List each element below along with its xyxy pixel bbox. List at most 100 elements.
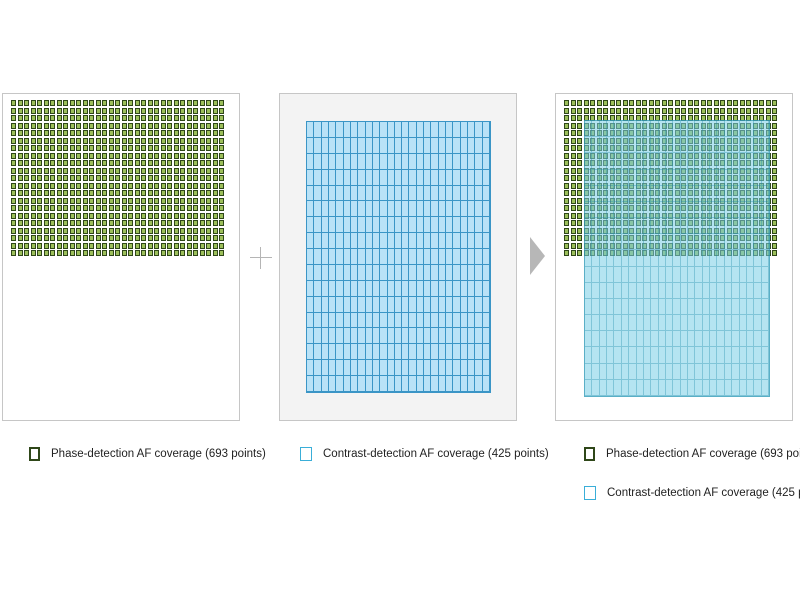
phase-af-point <box>30 152 36 159</box>
contrast-af-area <box>372 185 381 202</box>
contrast-af-area <box>394 264 403 281</box>
phase-af-point <box>577 250 582 256</box>
contrast-af-area <box>482 217 490 234</box>
contrast-af-area <box>314 217 322 234</box>
contrast-af-area <box>431 153 439 170</box>
contrast-af-area <box>658 218 666 235</box>
contrast-af-area <box>446 233 454 250</box>
contrast-af-area <box>468 296 476 313</box>
phase-af-point <box>102 160 107 166</box>
contrast-af-area <box>409 233 417 250</box>
phase-af-point <box>596 100 602 106</box>
phase-af-point <box>577 220 582 226</box>
phase-af-point <box>726 100 732 106</box>
phase-af-point <box>206 212 211 219</box>
phase-af-point <box>134 145 140 151</box>
contrast-af-area <box>702 347 711 364</box>
contrast-af-area <box>607 218 615 235</box>
phase-af-point <box>199 190 205 196</box>
phase-af-point <box>17 190 23 196</box>
phase-af-point <box>160 205 166 211</box>
phase-af-point <box>24 235 29 241</box>
phase-af-point <box>115 152 120 159</box>
contrast-af-area <box>710 185 718 202</box>
contrast-af-area <box>475 312 483 329</box>
legend-combined-contrast-detection: Contrast-detection AF coverage (425 poin… <box>584 486 800 500</box>
contrast-af-area <box>761 234 769 251</box>
phase-af-point <box>160 137 166 144</box>
contrast-af-area <box>658 298 666 316</box>
phase-af-point <box>167 250 172 256</box>
phase-af-point <box>186 182 192 189</box>
phase-af-point <box>128 235 133 241</box>
contrast-af-area <box>453 233 461 250</box>
contrast-af-area <box>599 363 608 380</box>
contrast-af-area <box>431 169 439 186</box>
phase-af-point <box>180 205 185 211</box>
contrast-af-area <box>732 153 740 170</box>
contrast-af-area <box>629 137 637 154</box>
phase-af-point <box>629 107 634 114</box>
contrast-af-area <box>343 312 351 329</box>
contrast-af-area <box>394 328 403 345</box>
phase-af-point <box>154 212 159 219</box>
contrast-af-area <box>446 312 454 329</box>
phase-af-point <box>707 100 712 106</box>
plus-icon <box>250 247 272 269</box>
contrast-af-area <box>724 218 733 235</box>
contrast-af-area <box>482 137 490 154</box>
contrast-af-area <box>585 298 593 316</box>
phase-af-point <box>219 182 224 189</box>
phase-af-point <box>180 227 185 234</box>
phase-af-point <box>37 175 42 181</box>
contrast-af-area <box>607 121 615 138</box>
contrast-af-area <box>702 121 711 138</box>
phase-af-point <box>134 190 140 196</box>
contrast-af-area <box>380 360 388 377</box>
phase-af-point <box>11 107 16 114</box>
contrast-af-area <box>438 328 447 345</box>
contrast-af-area <box>358 296 366 313</box>
contrast-af-area <box>643 234 652 251</box>
phase-af-point <box>43 167 49 174</box>
contrast-af-area <box>761 218 769 235</box>
contrast-af-area <box>475 344 483 361</box>
phase-af-point <box>11 220 16 226</box>
contrast-af-area <box>629 347 637 364</box>
contrast-af-area <box>416 328 425 345</box>
phase-af-point <box>95 167 101 174</box>
phase-af-point <box>186 235 192 241</box>
phase-af-point <box>193 227 198 234</box>
contrast-af-area <box>409 360 417 377</box>
contrast-af-area <box>424 360 432 377</box>
contrast-af-area <box>307 344 315 361</box>
phase-af-point <box>570 130 576 136</box>
contrast-af-area <box>636 347 644 364</box>
contrast-af-area <box>409 122 417 138</box>
contrast-af-area <box>336 137 344 154</box>
contrast-af-area <box>651 379 659 396</box>
phase-af-point <box>69 175 75 181</box>
contrast-af-area <box>431 185 439 202</box>
phase-af-point <box>570 212 576 219</box>
phase-af-point <box>570 242 576 249</box>
phase-af-point <box>24 137 29 144</box>
phase-af-point <box>37 220 42 226</box>
phase-af-point <box>43 205 49 211</box>
phase-af-point <box>134 227 140 234</box>
contrast-af-area <box>438 249 447 265</box>
phase-af-point <box>69 145 75 151</box>
phase-af-point <box>108 160 114 166</box>
contrast-af-area <box>402 201 410 218</box>
contrast-af-area <box>409 185 417 202</box>
phase-af-point <box>154 182 159 189</box>
contrast-af-area <box>665 234 674 251</box>
contrast-af-area <box>614 315 622 332</box>
contrast-af-area <box>665 250 674 267</box>
contrast-af-area <box>739 185 747 202</box>
contrast-af-area <box>321 360 329 377</box>
phase-af-point <box>89 220 94 226</box>
phase-af-point <box>95 160 101 166</box>
contrast-af-area <box>665 121 674 138</box>
contrast-af-area <box>424 122 432 138</box>
